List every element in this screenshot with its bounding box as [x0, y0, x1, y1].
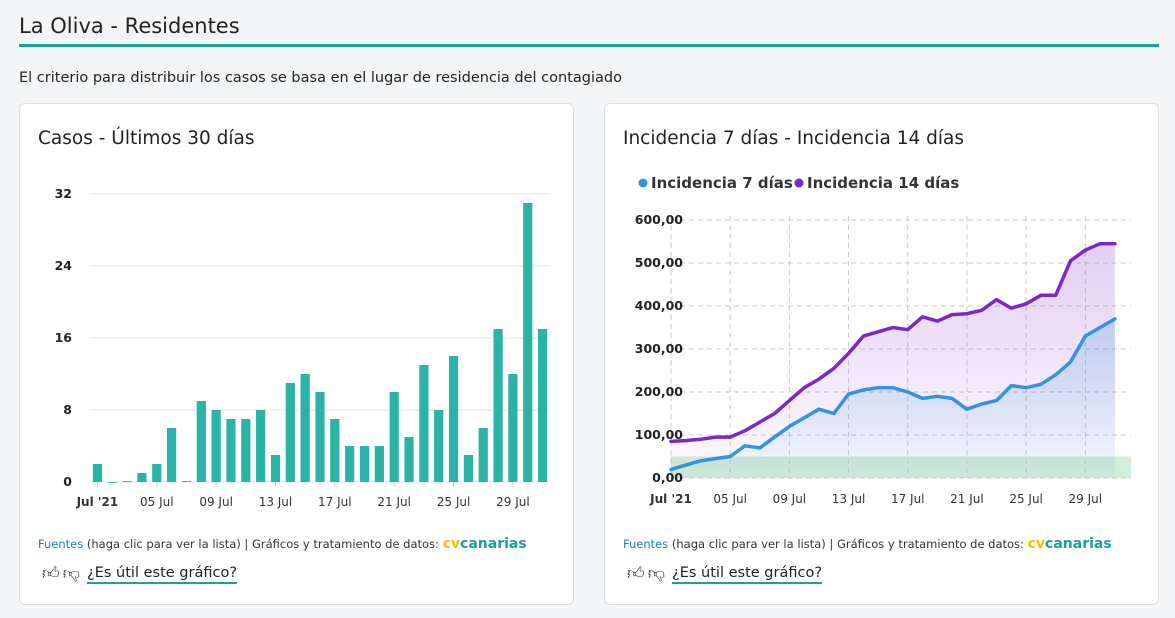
- bar: [537, 329, 548, 482]
- brand-canarias: canarias: [1045, 536, 1112, 552]
- bar: [389, 392, 399, 482]
- page-subtitle: El criterio para distribuir los casos se…: [19, 70, 622, 86]
- brand-logo[interactable]: cvcanarias: [1028, 536, 1112, 552]
- sources-line: Fuentes (haga clic para ver la lista) | …: [623, 536, 1112, 552]
- bar: [419, 365, 429, 482]
- title-divider: [19, 44, 1159, 47]
- sources-link[interactable]: Fuentes: [38, 537, 84, 551]
- y-tick-label: 0: [63, 474, 72, 489]
- bar: [137, 473, 147, 482]
- bar: [152, 464, 162, 482]
- bar: [241, 419, 251, 482]
- bar: [345, 446, 355, 482]
- sources-line: Fuentes (haga clic para ver la lista) | …: [38, 536, 527, 552]
- page-header: La Oliva - Residentes: [19, 14, 1159, 47]
- brand-logo[interactable]: cvcanarias: [443, 536, 527, 552]
- y-tick-label: 32: [55, 186, 72, 201]
- bar: [270, 455, 281, 482]
- incidence-card: 0,00 100,00 200,00 300,00 400,00 500,00 600,00…: [604, 103, 1159, 605]
- x-tick-label: 13 Jul: [832, 492, 866, 506]
- y-tick-label: 500,00: [635, 255, 684, 270]
- thumbs-down-icon[interactable]: 👎︎: [62, 563, 81, 584]
- series-line: [669, 317, 1117, 472]
- x-tick-label: Jul '21: [649, 492, 692, 506]
- brand-canarias: canarias: [460, 536, 527, 552]
- bar: [167, 428, 177, 482]
- x-tick-label: 09 Jul: [773, 492, 807, 506]
- x-tick-label: 05 Jul: [140, 495, 174, 509]
- bar: [463, 455, 473, 482]
- bar: [478, 428, 488, 482]
- bar: [285, 383, 295, 482]
- thumbs-up-icon[interactable]: 👍︎: [42, 563, 60, 584]
- bar: [92, 464, 103, 482]
- cases-chart-title: Casos - Últimos 30 días: [38, 128, 255, 149]
- bar: [211, 410, 221, 482]
- thumbs-down-icon[interactable]: 👎︎: [647, 563, 666, 584]
- feedback-link[interactable]: ¿Es útil este gráfico?: [87, 564, 238, 584]
- y-tick-label: 8: [63, 402, 72, 417]
- legend-label: Incidencia 14 días: [807, 174, 959, 192]
- y-tick-label: 200,00: [635, 384, 684, 399]
- feedback-row: 👍︎ 👎︎ ¿Es útil este gráfico?: [627, 563, 823, 584]
- y-tick-label: 100,00: [635, 427, 684, 442]
- bar: [181, 481, 192, 482]
- x-tick-label: 17 Jul: [318, 495, 352, 509]
- series-area: [671, 318, 1115, 478]
- brand-cv: cv: [1027, 536, 1046, 552]
- x-tick-label: 25 Jul: [1009, 492, 1043, 506]
- x-tick-label: Jul '21: [76, 495, 119, 509]
- legend-label: Incidencia 7 días: [651, 174, 793, 192]
- thumbs-up-icon[interactable]: 👍︎: [627, 563, 645, 584]
- bar: [359, 446, 370, 482]
- x-tick-label: 09 Jul: [199, 495, 233, 509]
- bar: [315, 392, 325, 482]
- sources-text: (haga clic para ver la lista) | Gráficos…: [668, 537, 1028, 551]
- bar: [523, 203, 533, 482]
- bar: [493, 329, 503, 482]
- bar: [196, 401, 206, 482]
- page-title: La Oliva - Residentes: [19, 14, 240, 38]
- sources-text: (haga clic para ver la lista) | Gráficos…: [83, 537, 443, 551]
- bar: [404, 437, 414, 482]
- y-tick-label: 24: [55, 258, 73, 273]
- bar: [226, 419, 236, 482]
- y-tick-label: 400,00: [635, 298, 684, 313]
- bar: [508, 374, 518, 482]
- sources-link[interactable]: Fuentes: [623, 537, 669, 551]
- x-tick-label: 25 Jul: [437, 495, 471, 509]
- y-tick-label: 16: [55, 330, 73, 345]
- cases-bar-chart: 0 8 16 24 32 Jul '21 05 Jul 09 Jul 13 Jul 17 Jul…: [55, 186, 550, 509]
- bar: [256, 410, 266, 482]
- x-tick-label: 29 Jul: [496, 495, 530, 509]
- bar: [122, 481, 132, 482]
- y-tick-label: 0,00: [652, 470, 683, 485]
- feedback-row: 👍︎ 👎︎ ¿Es útil este gráfico?: [42, 563, 238, 584]
- brand-cv: cv: [442, 536, 461, 552]
- y-tick-label: 300,00: [635, 341, 684, 356]
- bar: [330, 419, 340, 482]
- y-tick-label: 600,00: [635, 212, 684, 227]
- cases-card: 0 8 16 24 32 Jul '21 05 Jul 09 Jul 13 Jul 17 Jul…: [19, 103, 574, 605]
- incidence-line-chart: 0,00 100,00 200,00 300,00 400,00 500,00 600,00…: [635, 174, 1131, 506]
- bar: [300, 374, 310, 482]
- incidence-chart-title: Incidencia 7 días - Incidencia 14 días: [623, 128, 964, 149]
- series-line: [669, 241, 1117, 444]
- legend-marker: [794, 178, 804, 188]
- x-tick-label: 05 Jul: [713, 492, 747, 506]
- bar: [448, 356, 459, 482]
- x-tick-label: 17 Jul: [891, 492, 925, 506]
- x-tick-label: 13 Jul: [259, 495, 293, 509]
- legend-marker: [638, 178, 648, 188]
- x-tick-label: 21 Jul: [950, 492, 984, 506]
- bar: [434, 410, 444, 482]
- feedback-link[interactable]: ¿Es útil este gráfico?: [672, 564, 823, 584]
- x-tick-label: 29 Jul: [1069, 492, 1103, 506]
- bar: [374, 446, 384, 482]
- x-tick-label: 21 Jul: [377, 495, 411, 509]
- bar: [107, 482, 117, 483]
